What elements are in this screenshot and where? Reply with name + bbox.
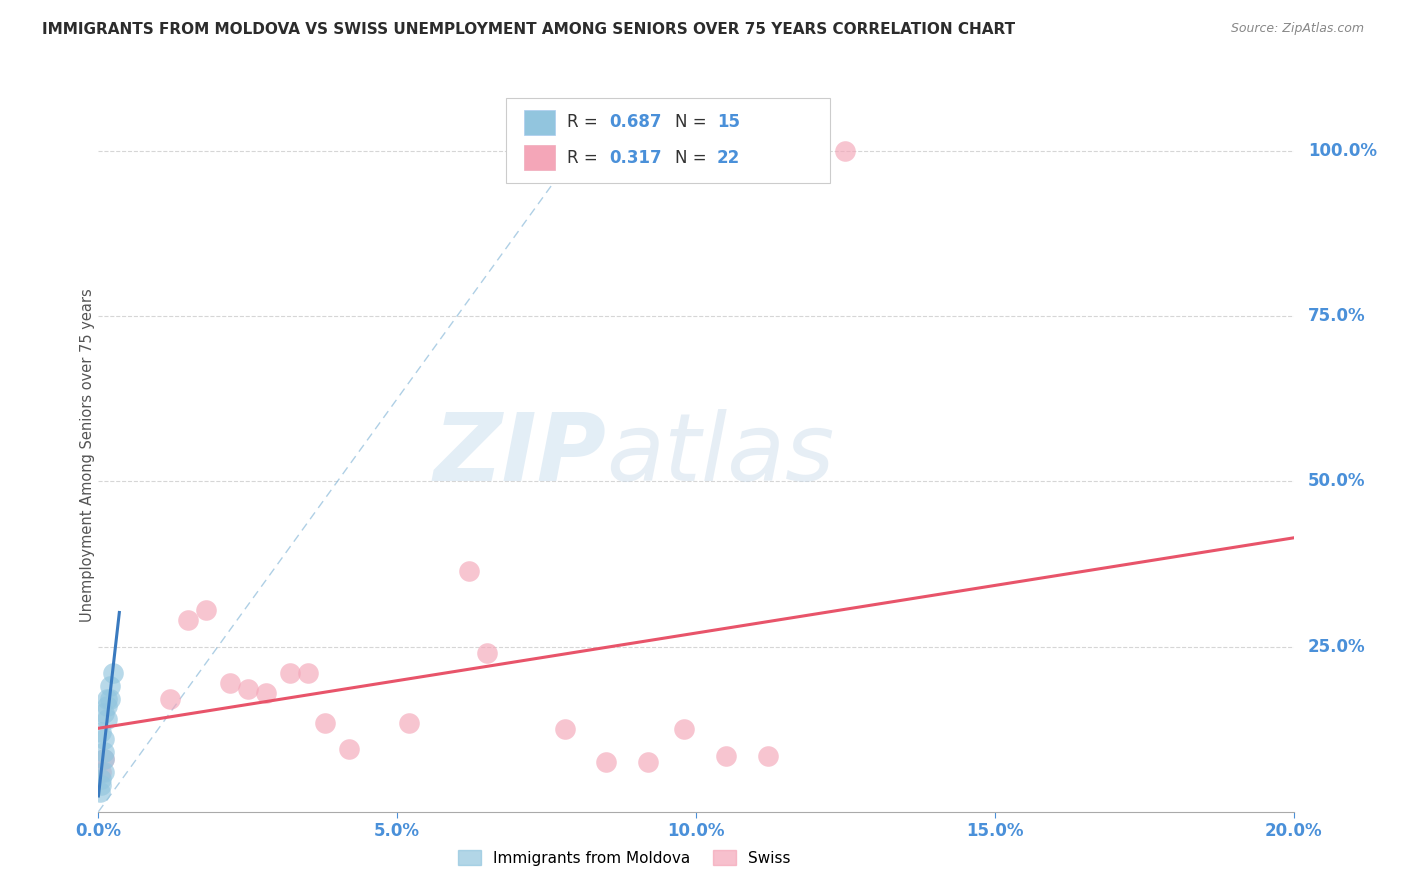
Point [595, 755, 617, 769]
Point [90, 772, 112, 786]
Point [475, 646, 498, 660]
Point [93, 752, 115, 766]
Point [637, 755, 659, 769]
Text: R =: R = [567, 113, 603, 131]
Text: Source: ZipAtlas.com: Source: ZipAtlas.com [1230, 22, 1364, 36]
Point [93, 752, 115, 766]
Point [177, 613, 200, 627]
Text: N =: N = [675, 113, 711, 131]
Point [834, 144, 856, 158]
Point [93, 765, 115, 780]
Point [98, 692, 122, 706]
Point [254, 686, 277, 700]
Point [93, 745, 115, 759]
Point [339, 742, 360, 756]
Text: 100.0%: 100.0% [1308, 142, 1376, 160]
Text: R =: R = [567, 149, 603, 167]
Text: 15: 15 [717, 113, 740, 131]
Point [90, 765, 112, 780]
Point [278, 665, 301, 680]
Point [98, 679, 122, 693]
Point [297, 665, 319, 680]
Point [93, 706, 115, 720]
Point [398, 715, 420, 730]
Point [96, 698, 118, 713]
Text: ZIP: ZIP [433, 409, 606, 501]
Point [458, 564, 481, 578]
Point [90, 778, 112, 792]
Point [219, 676, 242, 690]
Text: 75.0%: 75.0% [1308, 307, 1365, 326]
Point [194, 603, 218, 617]
Point [93, 732, 115, 747]
Point [90, 725, 112, 739]
Text: IMMIGRANTS FROM MOLDOVA VS SWISS UNEMPLOYMENT AMONG SENIORS OVER 75 YEARS CORREL: IMMIGRANTS FROM MOLDOVA VS SWISS UNEMPLO… [42, 22, 1015, 37]
Point [96, 692, 118, 706]
Point [315, 715, 337, 730]
Point [103, 665, 125, 680]
Text: atlas: atlas [606, 409, 835, 500]
Point [673, 722, 696, 736]
Point [96, 712, 118, 726]
Text: 50.0%: 50.0% [1308, 473, 1365, 491]
Text: 22: 22 [717, 149, 741, 167]
Point [236, 682, 259, 697]
Point [159, 692, 181, 706]
Point [89, 785, 111, 799]
Point [714, 748, 737, 763]
Text: 0.317: 0.317 [609, 149, 661, 167]
Text: 25.0%: 25.0% [1308, 638, 1365, 656]
Text: 0.687: 0.687 [609, 113, 661, 131]
Y-axis label: Unemployment Among Seniors over 75 years: Unemployment Among Seniors over 75 years [80, 288, 94, 622]
Text: N =: N = [675, 149, 711, 167]
Point [756, 748, 779, 763]
Legend: Immigrants from Moldova, Swiss: Immigrants from Moldova, Swiss [451, 844, 797, 871]
Point [554, 722, 576, 736]
